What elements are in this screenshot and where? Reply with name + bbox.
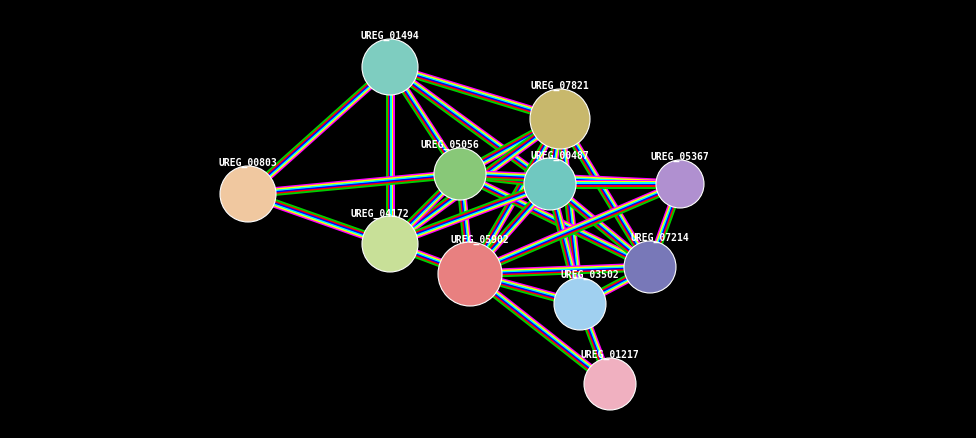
Circle shape (554, 279, 606, 330)
Text: UREG_00487: UREG_00487 (531, 151, 590, 161)
Text: UREG_05902: UREG_05902 (451, 234, 509, 244)
Text: UREG_07214: UREG_07214 (630, 233, 689, 243)
Circle shape (438, 243, 502, 306)
Circle shape (434, 148, 486, 201)
Text: UREG_05056: UREG_05056 (421, 140, 479, 150)
Circle shape (220, 166, 276, 223)
Circle shape (362, 40, 418, 96)
Circle shape (624, 241, 676, 293)
Circle shape (530, 90, 590, 150)
Text: UREG_00803: UREG_00803 (219, 158, 277, 168)
Circle shape (524, 159, 576, 211)
Text: UREG_03502: UREG_03502 (560, 269, 620, 279)
Circle shape (362, 216, 418, 272)
Text: UREG_01494: UREG_01494 (360, 31, 420, 41)
Circle shape (656, 161, 704, 208)
Text: UREG_01217: UREG_01217 (581, 349, 639, 359)
Circle shape (584, 358, 636, 410)
Text: UREG_05367: UREG_05367 (651, 152, 710, 162)
Text: UREG_07821: UREG_07821 (531, 81, 590, 91)
Text: UREG_04172: UREG_04172 (350, 208, 409, 219)
